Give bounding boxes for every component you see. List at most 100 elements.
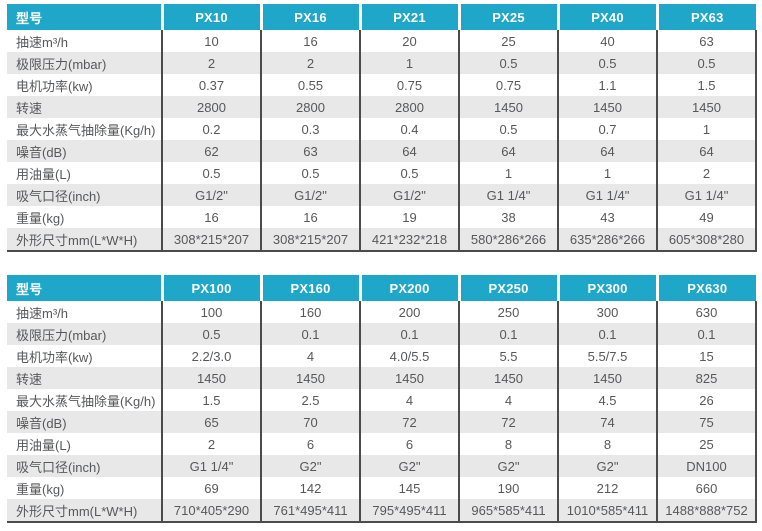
spec-value: 0.5 (458, 118, 558, 140)
column-header-px40: PX40 (556, 4, 657, 30)
spec-value: G1/2" (260, 184, 360, 206)
column-header-px63: PX63 (655, 4, 756, 30)
spec-value: 1 (557, 162, 657, 184)
spec-value: 19 (359, 206, 459, 228)
column-header-px100: PX100 (160, 275, 261, 301)
row-label: 外形尺寸mm(L*W*H) (7, 499, 162, 521)
spec-value: 64 (557, 140, 657, 162)
spec-value: 15 (656, 345, 757, 367)
spec-value: 72 (359, 411, 459, 433)
spec-value: 4 (260, 345, 360, 367)
spec-value: 0.5 (260, 162, 360, 184)
column-header-px630: PX630 (655, 275, 756, 301)
spec-value: 100 (161, 301, 261, 323)
spec-table: 型号 PX10 PX16 PX21 PX25 PX40 PX63 抽速m³/h 10 16 20 25… (7, 4, 757, 250)
spec-value: 43 (557, 206, 657, 228)
spec-value: 20 (359, 30, 459, 52)
spec-value: G2" (557, 455, 657, 477)
spec-value: 160 (260, 301, 360, 323)
table-row: 抽速m³/h 10 16 20 25 40 63 (7, 30, 757, 52)
spec-value: 4.0/5.5 (359, 345, 459, 367)
spec-value: 0.5 (359, 162, 459, 184)
spec-value: 70 (260, 411, 360, 433)
row-label: 用油量(L) (16, 437, 71, 453)
spec-value: 25 (656, 433, 757, 455)
model-header-label: 型号 (7, 275, 162, 301)
spec-value: 1.5 (656, 74, 757, 96)
spec-value: G1/2" (359, 184, 459, 206)
row-label: 转速 (7, 96, 162, 118)
spec-value: 1450 (458, 367, 558, 389)
spec-value: 1450 (557, 96, 657, 118)
spec-value: 10 (161, 30, 261, 52)
column-header-px16: PX16 (259, 4, 360, 30)
spec-value: 0.5 (458, 52, 558, 74)
column-header-px160: PX160 (259, 275, 360, 301)
spec-value: G1/2" (161, 184, 261, 206)
spec-value: 2 (161, 433, 261, 455)
row-label: 噪音(dB) (7, 140, 162, 162)
spec-value: 1450 (359, 367, 459, 389)
spec-value: 6 (260, 433, 360, 455)
spec-value: 5.5/7.5 (557, 345, 657, 367)
spec-value: 64 (359, 140, 459, 162)
spec-value: 1450 (656, 96, 757, 118)
row-label: 电机功率(kw) (16, 349, 93, 365)
spec-value: 0.1 (359, 323, 459, 345)
spec-value: 63 (260, 140, 360, 162)
header-row: 型号 PX10 PX16 PX21 PX25 PX40 PX63 (7, 4, 756, 30)
spec-value: 8 (557, 433, 657, 455)
spec-value: 0.75 (458, 74, 558, 96)
table-row: 极限压力(mbar) 0.5 0.1 0.1 0.1 0.1 0.1 (7, 323, 757, 345)
spec-value: G1 1/4" (161, 455, 261, 477)
spec-value: 0.1 (557, 323, 657, 345)
spec-value: 2800 (260, 96, 360, 118)
column-header-px25: PX25 (457, 4, 558, 30)
table-row: 噪音(dB) 62 63 64 64 64 64 (7, 140, 757, 162)
table-row: 噪音(dB) 65 70 72 72 74 75 (7, 411, 757, 433)
row-label: 重量(kg) (16, 481, 65, 497)
spec-value: 0.1 (260, 323, 360, 345)
column-header-px300: PX300 (556, 275, 657, 301)
spec-value: 0.4 (359, 118, 459, 140)
spec-value: 795*495*411 (359, 499, 459, 521)
spec-value: G2" (458, 455, 558, 477)
spec-value: 63 (656, 30, 757, 52)
table-row: 转速 2800 2800 2800 1450 1450 1450 (7, 96, 757, 118)
table-row: 电机功率(kw) 0.37 0.55 0.75 0.75 1.1 1.5 (7, 74, 757, 96)
spec-value: 1450 (557, 367, 657, 389)
table-row: 用油量(L) 0.5 0.5 0.5 1 1 2 (7, 162, 757, 184)
spec-value: 8 (458, 433, 558, 455)
spec-value: 2.5 (260, 389, 360, 411)
row-label: 极限压力(mbar) (7, 52, 162, 74)
spec-value: 0.5 (557, 52, 657, 74)
spec-value: 64 (656, 140, 757, 162)
spec-value: G2" (260, 455, 360, 477)
spec-value: G2" (359, 455, 459, 477)
spec-value: 0.5 (161, 323, 261, 345)
row-label: 用油量(L) (16, 166, 71, 182)
spec-value: 0.1 (458, 323, 558, 345)
spec-value: 5.5 (458, 345, 558, 367)
spec-value: G1 1/4" (656, 184, 757, 206)
row-label: 电机功率(kw) (16, 78, 93, 94)
row-label: 吸气口径(inch) (7, 184, 162, 206)
spec-value: 142 (260, 477, 360, 499)
spec-value: 308*215*207 (260, 228, 360, 250)
spec-value: G1 1/4" (557, 184, 657, 206)
spec-value: 145 (359, 477, 459, 499)
table-row: 极限压力(mbar) 2 2 1 0.5 0.5 0.5 (7, 52, 757, 74)
row-label: 转速 (7, 367, 162, 389)
spec-value: 2800 (359, 96, 459, 118)
column-header-px200: PX200 (358, 275, 459, 301)
spec-value: 605*308*280 (656, 228, 757, 250)
spec-value: 4 (458, 389, 558, 411)
spec-value: 635*286*266 (557, 228, 657, 250)
spec-value: 2 (260, 52, 360, 74)
row-label: 噪音(dB) (7, 411, 162, 433)
spec-value: 0.75 (359, 74, 459, 96)
model-header-label: 型号 (7, 4, 162, 30)
spec-table: 型号 PX100 PX160 PX200 PX250 PX300 PX630 抽速m³/h 10… (7, 275, 757, 521)
spec-value: 1.1 (557, 74, 657, 96)
